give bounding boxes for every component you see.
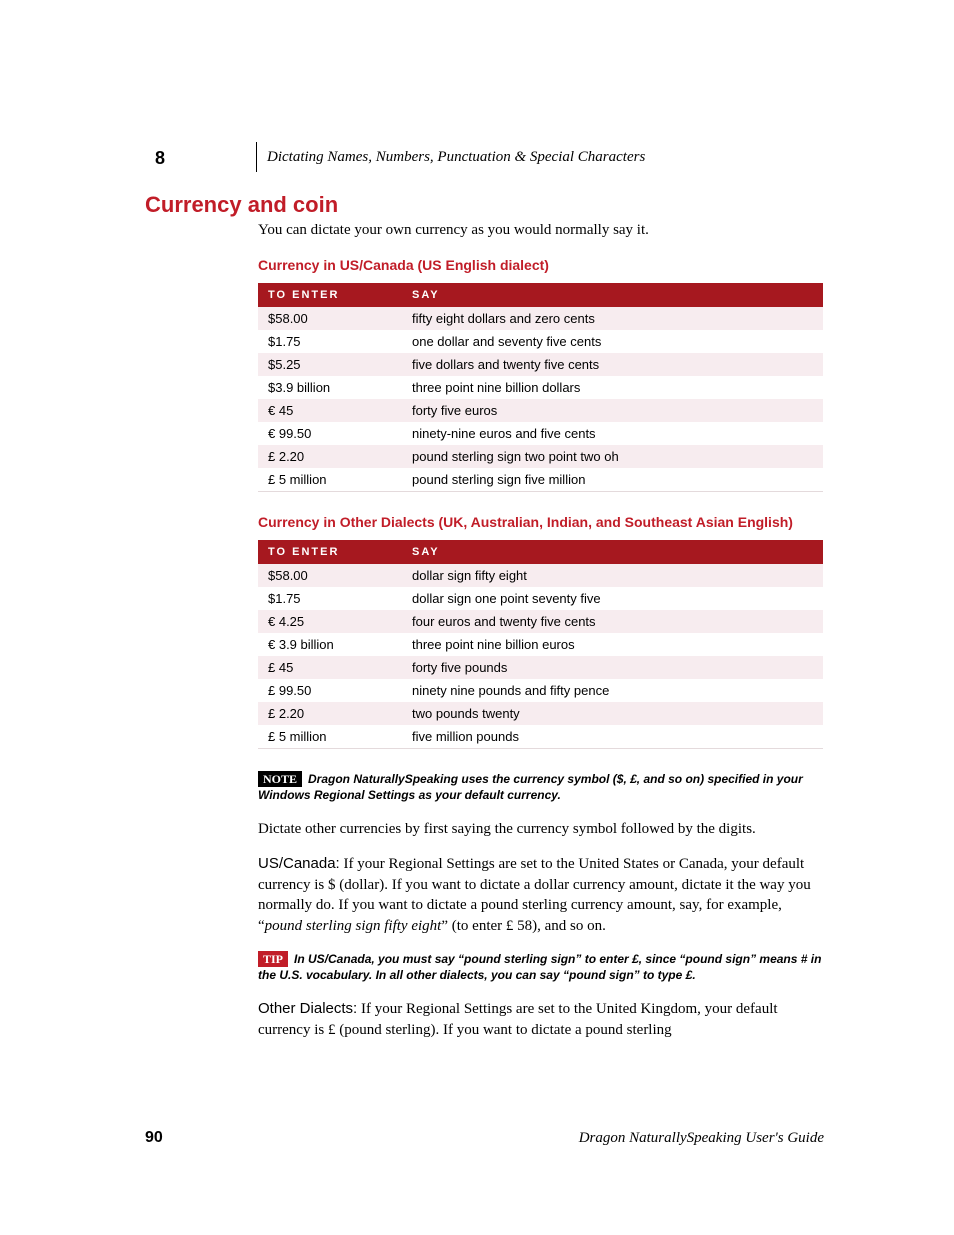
cell-say: one dollar and seventy five cents bbox=[402, 330, 823, 353]
table2-caption: Currency in Other Dialects (UK, Australi… bbox=[258, 514, 823, 530]
paragraph-dictate-other: Dictate other currencies by first saying… bbox=[258, 819, 823, 840]
chapter-title: Dictating Names, Numbers, Punctuation & … bbox=[267, 149, 645, 166]
cell-say: five million pounds bbox=[402, 725, 823, 749]
table-row: € 99.50ninety-nine euros and five cents bbox=[258, 422, 823, 445]
col-header-say: SAY bbox=[402, 283, 823, 307]
table-row: $1.75dollar sign one point seventy five bbox=[258, 587, 823, 610]
table-row: £ 99.50ninety nine pounds and fifty penc… bbox=[258, 679, 823, 702]
table-row: € 3.9 billionthree point nine billion eu… bbox=[258, 633, 823, 656]
cell-say: dollar sign one point seventy five bbox=[402, 587, 823, 610]
cell-say: pound sterling sign two point two oh bbox=[402, 445, 823, 468]
cell-say: two pounds twenty bbox=[402, 702, 823, 725]
note-text: Dragon NaturallySpeaking uses the curren… bbox=[258, 772, 803, 802]
table-row: £ 2.20two pounds twenty bbox=[258, 702, 823, 725]
note-badge: NOTE bbox=[258, 771, 302, 787]
paragraph-other-dialects: Other Dialects: If your Regional Setting… bbox=[258, 999, 823, 1040]
table-row: £ 45forty five pounds bbox=[258, 656, 823, 679]
cell-say: pound sterling sign five million bbox=[402, 468, 823, 492]
table-row: € 45forty five euros bbox=[258, 399, 823, 422]
col-header-say: SAY bbox=[402, 540, 823, 564]
run-in-other-dialects: Other Dialects: bbox=[258, 1000, 357, 1017]
intro-paragraph: You can dictate your own currency as you… bbox=[258, 222, 823, 239]
run-in-us-canada: US/Canada: bbox=[258, 855, 340, 872]
cell-enter: $3.9 billion bbox=[258, 376, 402, 399]
cell-enter: € 4.25 bbox=[258, 610, 402, 633]
cell-enter: £ 2.20 bbox=[258, 702, 402, 725]
currency-table-other: TO ENTER SAY $58.00dollar sign fifty eig… bbox=[258, 540, 823, 749]
cell-enter: £ 5 million bbox=[258, 468, 402, 492]
page-number: 90 bbox=[145, 1129, 163, 1147]
page-container: 8 Dictating Names, Numbers, Punctuation … bbox=[0, 0, 954, 1235]
cell-say: forty five euros bbox=[402, 399, 823, 422]
tip-text: In US/Canada, you must say “pound sterli… bbox=[258, 952, 821, 982]
cell-enter: $58.00 bbox=[258, 564, 402, 587]
guide-title: Dragon NaturallySpeaking User's Guide bbox=[579, 1130, 824, 1147]
page-footer: 90 Dragon NaturallySpeaking User's Guide bbox=[145, 1129, 824, 1147]
chapter-number: 8 bbox=[145, 148, 165, 169]
table-row: € 4.25four euros and twenty five cents bbox=[258, 610, 823, 633]
cell-say: ninety-nine euros and five cents bbox=[402, 422, 823, 445]
tip-callout: TIPIn US/Canada, you must say “pound ste… bbox=[258, 951, 823, 983]
col-header-enter: TO ENTER bbox=[258, 540, 402, 564]
cell-say: four euros and twenty five cents bbox=[402, 610, 823, 633]
cell-say: three point nine billion euros bbox=[402, 633, 823, 656]
para2-italic: pound sterling sign fifty eight bbox=[265, 918, 442, 934]
cell-enter: £ 5 million bbox=[258, 725, 402, 749]
cell-enter: $58.00 bbox=[258, 307, 402, 330]
cell-enter: € 99.50 bbox=[258, 422, 402, 445]
section-heading: Currency and coin bbox=[145, 192, 338, 218]
cell-say: forty five pounds bbox=[402, 656, 823, 679]
table-row: $58.00fifty eight dollars and zero cents bbox=[258, 307, 823, 330]
table-row: £ 5 millionpound sterling sign five mill… bbox=[258, 468, 823, 492]
table-row: $58.00dollar sign fifty eight bbox=[258, 564, 823, 587]
header-divider bbox=[256, 142, 257, 172]
cell-say: ninety nine pounds and fifty pence bbox=[402, 679, 823, 702]
table-row: £ 2.20pound sterling sign two point two … bbox=[258, 445, 823, 468]
table-row: $1.75one dollar and seventy five cents bbox=[258, 330, 823, 353]
cell-enter: $1.75 bbox=[258, 587, 402, 610]
running-header: Dictating Names, Numbers, Punctuation & … bbox=[256, 142, 645, 172]
cell-enter: £ 99.50 bbox=[258, 679, 402, 702]
paragraph-us-canada: US/Canada: If your Regional Settings are… bbox=[258, 854, 823, 937]
col-header-enter: TO ENTER bbox=[258, 283, 402, 307]
table1-caption: Currency in US/Canada (US English dialec… bbox=[258, 257, 823, 273]
cell-enter: $5.25 bbox=[258, 353, 402, 376]
cell-enter: £ 2.20 bbox=[258, 445, 402, 468]
note-callout: NOTEDragon NaturallySpeaking uses the cu… bbox=[258, 771, 823, 803]
cell-say: dollar sign fifty eight bbox=[402, 564, 823, 587]
cell-enter: € 45 bbox=[258, 399, 402, 422]
cell-say: three point nine billion dollars bbox=[402, 376, 823, 399]
cell-enter: $1.75 bbox=[258, 330, 402, 353]
table-row: £ 5 millionfive million pounds bbox=[258, 725, 823, 749]
tip-badge: TIP bbox=[258, 951, 288, 967]
cell-enter: £ 45 bbox=[258, 656, 402, 679]
cell-say: five dollars and twenty five cents bbox=[402, 353, 823, 376]
currency-table-us: TO ENTER SAY $58.00fifty eight dollars a… bbox=[258, 283, 823, 492]
table-row: $3.9 billionthree point nine billion dol… bbox=[258, 376, 823, 399]
cell-say: fifty eight dollars and zero cents bbox=[402, 307, 823, 330]
content-column: You can dictate your own currency as you… bbox=[258, 222, 823, 1055]
para2-b: ” (to enter £ 58), and so on. bbox=[441, 918, 606, 934]
cell-enter: € 3.9 billion bbox=[258, 633, 402, 656]
table-row: $5.25five dollars and twenty five cents bbox=[258, 353, 823, 376]
